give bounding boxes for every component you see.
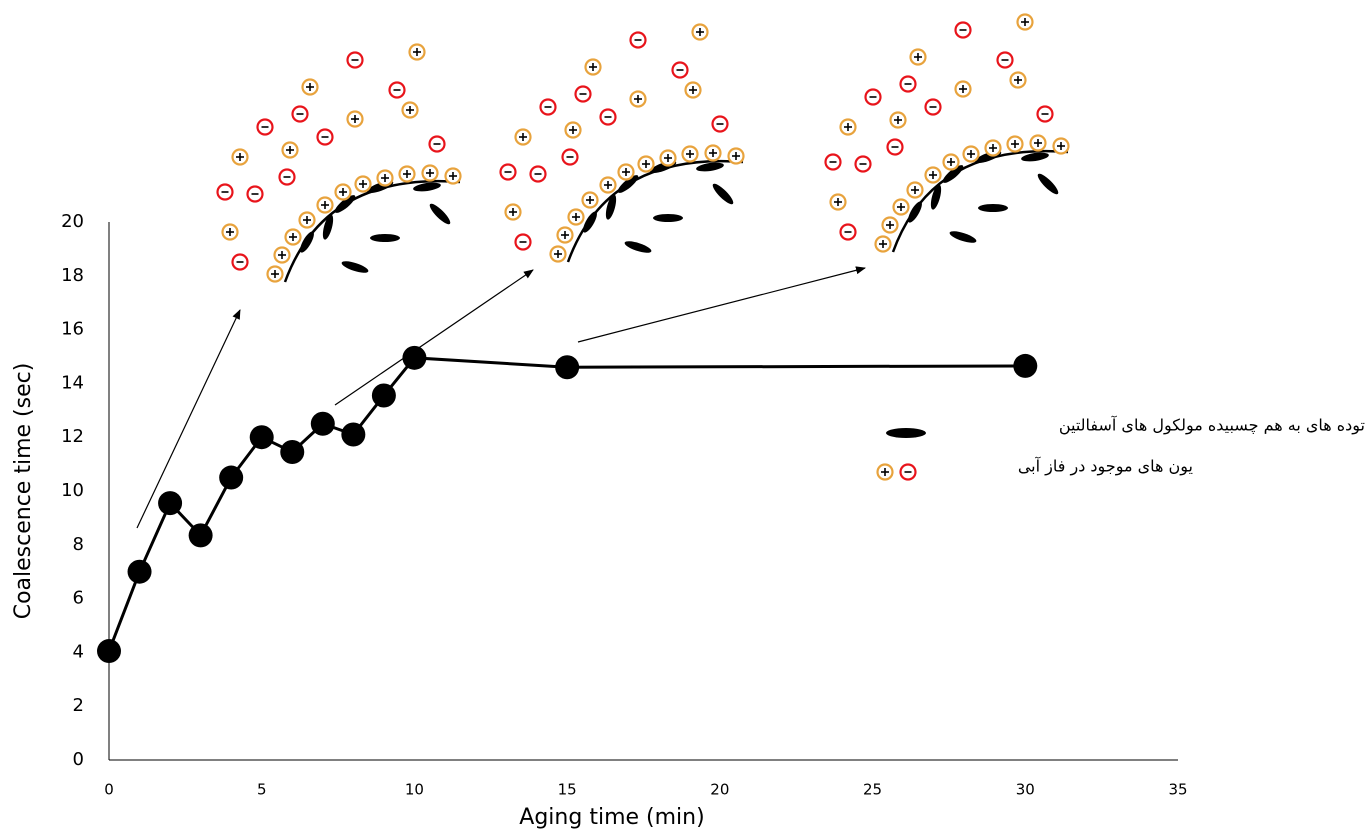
legend-label: یون های موجود در فاز آبی xyxy=(1018,457,1193,477)
legend-label: توده های به هم چسبیده مولکول های آسفالتی… xyxy=(1059,416,1365,436)
data-point xyxy=(341,422,366,447)
data-point xyxy=(280,439,305,464)
data-point xyxy=(402,345,427,370)
arrows xyxy=(136,266,866,529)
y-tick-label: 14 xyxy=(61,372,84,393)
data-point xyxy=(97,639,121,664)
data-point xyxy=(219,465,244,490)
data-point xyxy=(158,491,183,516)
data-point xyxy=(1013,353,1038,378)
data-point xyxy=(371,383,396,408)
y-tick-label: 18 xyxy=(61,265,84,286)
data-point xyxy=(127,559,152,584)
data-point xyxy=(310,411,335,436)
y-tick-label: 20 xyxy=(61,211,84,232)
y-tick-label: 2 xyxy=(73,695,84,716)
y-tick-label: 4 xyxy=(73,641,84,662)
y-tick-label: 6 xyxy=(73,588,84,609)
x-axis-title: Aging time (min) xyxy=(519,805,704,830)
y-tick-label: 0 xyxy=(73,749,84,770)
x-tick-label: 0 xyxy=(104,781,114,799)
y-tick-label: 12 xyxy=(61,426,84,447)
x-tick-label: 15 xyxy=(558,781,577,799)
x-tick-label: 35 xyxy=(1168,781,1187,799)
illustrations xyxy=(218,15,1069,283)
x-tick-label: 30 xyxy=(1016,781,1035,799)
data-line xyxy=(107,356,1026,652)
y-tick-label: 16 xyxy=(61,319,84,340)
x-tick-label: 25 xyxy=(863,781,882,799)
y-tick-label: 8 xyxy=(73,534,84,555)
y-tick-label: 10 xyxy=(61,480,84,501)
x-tick-label: 5 xyxy=(257,781,267,799)
legend: توده های به هم چسبیده مولکول های آسفالتی… xyxy=(876,416,1365,481)
data-point xyxy=(249,425,274,450)
x-tick-label: 20 xyxy=(710,781,729,799)
x-tick-label: 10 xyxy=(405,781,424,799)
data-point xyxy=(188,523,213,548)
y-axis-title: Coalescence time (sec) xyxy=(11,363,36,620)
data-point xyxy=(555,355,580,380)
